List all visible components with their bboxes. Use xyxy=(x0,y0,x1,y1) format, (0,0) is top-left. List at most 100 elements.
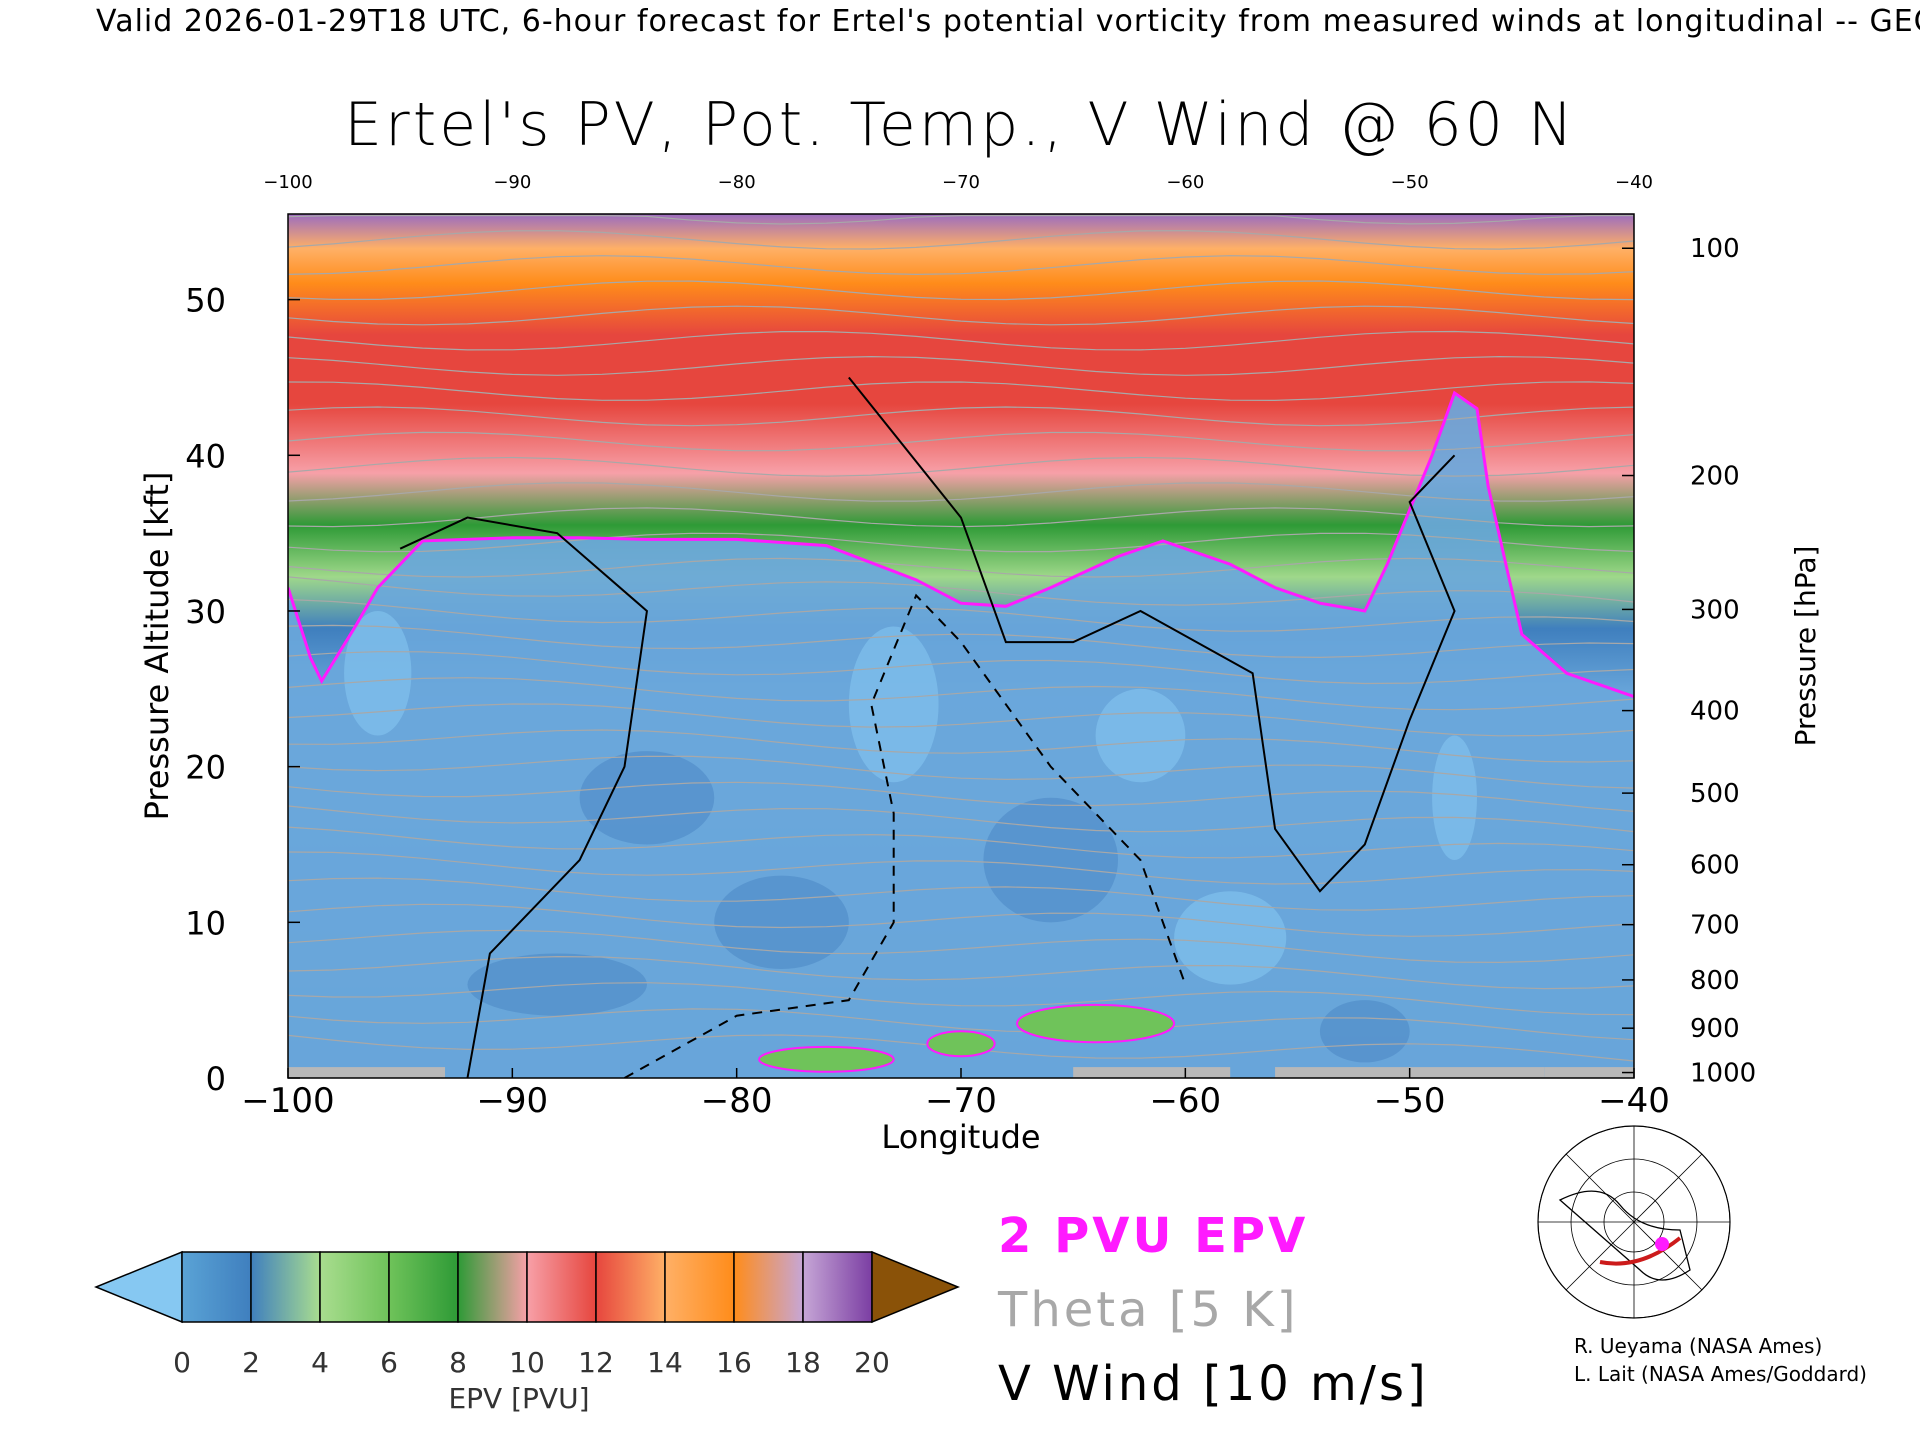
colorbar-tick-label: 12 xyxy=(578,1346,614,1379)
x-tick-label: −50 xyxy=(1374,1081,1446,1121)
theta-contour xyxy=(288,755,1634,789)
pressure-tick-label: 200 xyxy=(1690,462,1740,492)
pressure-tick-label: 900 xyxy=(1690,1014,1740,1044)
colorbar-segment xyxy=(802,1251,873,1323)
theta-contour xyxy=(288,826,1634,859)
colorbar-segment xyxy=(733,1251,804,1323)
chart-title: Ertel's PV, Pot. Temp., V Wind @ 60 N xyxy=(344,90,1576,160)
colorbar-segment xyxy=(319,1251,390,1323)
x-tick-label: −80 xyxy=(701,1081,773,1121)
theta-contour xyxy=(288,557,1634,578)
pressure-tick-label: 500 xyxy=(1690,779,1740,809)
pressure-tick-label: 700 xyxy=(1690,911,1740,941)
theta-contour xyxy=(288,482,1634,502)
theta-contour xyxy=(288,1008,1634,1041)
topography xyxy=(288,1067,446,1078)
credit-line-2: L. Lait (NASA Ames/Goddard) xyxy=(1574,1362,1867,1386)
pv-patch xyxy=(1319,1000,1410,1063)
y2-axis-label: Pressure [hPa] xyxy=(1789,546,1822,747)
colorbar-segment xyxy=(250,1251,321,1323)
legend-vwind-label: V Wind [10 m/s] xyxy=(998,1356,1429,1412)
pv-patch xyxy=(467,953,647,1016)
x-top-tick-label: −70 xyxy=(942,172,980,193)
y-tick-label: 50 xyxy=(185,282,226,320)
y-tick-label: 40 xyxy=(185,437,226,475)
x-top-tick-label: −100 xyxy=(263,172,312,193)
pressure-tick-label: 600 xyxy=(1690,851,1740,881)
theta-contour xyxy=(288,229,1634,250)
x-top-tick-label: −60 xyxy=(1166,172,1204,193)
theta-contour xyxy=(288,598,1634,632)
y-tick-label: 0 xyxy=(206,1060,226,1098)
colorbar-segment xyxy=(664,1251,735,1323)
pv-patch xyxy=(1174,891,1287,985)
pressure-tick-label: 300 xyxy=(1690,595,1740,625)
colorbar-tick-label: 16 xyxy=(716,1346,752,1379)
pv2-contour xyxy=(288,390,1634,699)
axes: −100 −100 −90 −90 −80 −80 −70 −70 −60 −60 −50 −50 −4… xyxy=(138,172,1822,1156)
theta-contour xyxy=(288,903,1634,937)
colorbar-segment xyxy=(526,1251,597,1323)
map-section-track xyxy=(1599,1236,1682,1266)
pressure-tick-label: 800 xyxy=(1690,966,1740,996)
theta-contour xyxy=(288,781,1634,812)
credit-line-1: R. Ueyama (NASA Ames) xyxy=(1574,1334,1823,1358)
theta-contour xyxy=(288,330,1634,351)
inset-locator-map xyxy=(1537,1125,1731,1319)
theta-contour xyxy=(288,532,1634,553)
x-tick-label: −40 xyxy=(1598,1081,1670,1121)
theta-contour xyxy=(288,215,1634,225)
topography xyxy=(1073,1067,1231,1078)
theta-contour xyxy=(288,624,1634,659)
pv-patch xyxy=(1095,688,1186,783)
pressure-tick-label: 400 xyxy=(1690,697,1740,727)
pv-patch xyxy=(579,751,715,845)
x-tick-label: −90 xyxy=(476,1081,548,1121)
y-tick-label: 30 xyxy=(185,593,226,631)
theta-contour xyxy=(288,982,1634,1016)
theta-contour xyxy=(288,381,1634,402)
colorbar-segment xyxy=(181,1251,252,1323)
theta-contour xyxy=(288,877,1634,911)
vwind-contour xyxy=(848,376,1456,893)
colorbar-tick-label: 4 xyxy=(311,1346,329,1379)
colorbar-tick-label: 10 xyxy=(509,1346,545,1379)
x-top-tick-label: −90 xyxy=(493,172,531,193)
colorbar-tick-label: 0 xyxy=(173,1346,191,1379)
theta-contour xyxy=(288,703,1634,737)
colorbar-tick-label: 14 xyxy=(647,1346,683,1379)
x-tick-label: −60 xyxy=(1149,1081,1221,1121)
y-axis-label: Pressure Altitude [kft] xyxy=(138,472,176,821)
y-tick-label: 10 xyxy=(185,904,226,942)
theta-contour xyxy=(288,851,1634,885)
pv-patch xyxy=(1432,735,1477,861)
theta-contour xyxy=(288,305,1634,326)
epv-colorbar: 0 2 4 6 8 10 12 14 16 18 20 EPV [PVU] xyxy=(94,1250,960,1415)
pv-patch xyxy=(714,875,849,970)
plot-area xyxy=(288,214,1634,1078)
map-meridian xyxy=(1633,1153,1703,1223)
x-top-tick-label: −40 xyxy=(1615,172,1653,193)
surface-pv-blob xyxy=(926,1030,996,1058)
colorbar-tick-label: 18 xyxy=(785,1346,821,1379)
pressure-tick-label: 100 xyxy=(1690,234,1740,264)
colorbar-low-arrow xyxy=(94,1250,183,1324)
theta-contour xyxy=(288,651,1634,685)
map-coastline xyxy=(1558,1190,1691,1281)
vwind-contour xyxy=(624,593,1187,1078)
x-top-tick-label: −50 xyxy=(1391,172,1429,193)
legend-theta-label: Theta [5 K] xyxy=(998,1282,1299,1338)
theta-contour xyxy=(288,805,1634,833)
x-tick-label: −70 xyxy=(925,1081,997,1121)
theta-contour xyxy=(288,431,1634,452)
colorbar-tick-label: 2 xyxy=(242,1346,260,1379)
colorbar-high-arrow xyxy=(871,1250,960,1324)
colorbar-tick-label: 8 xyxy=(449,1346,467,1379)
troposphere-region xyxy=(288,393,1634,1078)
colorbar-segment xyxy=(595,1251,666,1323)
theta-contour xyxy=(288,280,1634,301)
map-meridian xyxy=(1633,1221,1703,1291)
surface-pv-blob xyxy=(1016,1003,1176,1044)
pressure-tick-label: 1000 xyxy=(1690,1059,1756,1089)
